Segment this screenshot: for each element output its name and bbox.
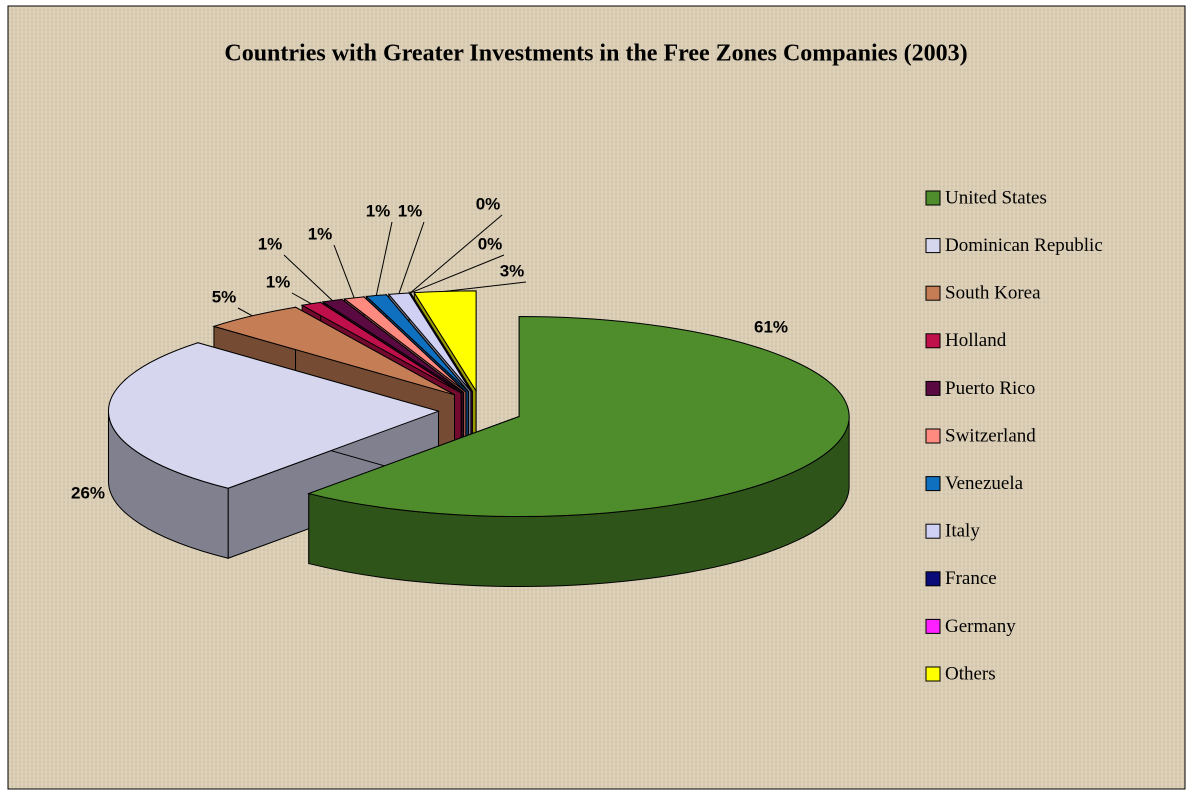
data-label: 1% [266, 272, 291, 291]
pie-slice [409, 292, 473, 392]
chart-title: Countries with Greater Investments in th… [224, 41, 967, 67]
data-label: 1% [258, 234, 283, 253]
leader-line [410, 254, 505, 294]
legend-label: Venezuela [945, 473, 1024, 494]
leader-line [237, 307, 253, 317]
legend-swatch [925, 618, 941, 634]
legend-swatch [925, 523, 941, 539]
data-label: 3% [500, 261, 525, 280]
leader-line [333, 244, 355, 299]
leader-line [375, 221, 393, 296]
legend-label: South Korea [945, 283, 1041, 304]
leader-line [398, 221, 425, 294]
pie-slice [387, 292, 472, 392]
legend-label: Dominican Republic [945, 235, 1103, 256]
legend-swatch [925, 238, 941, 254]
leader-line [410, 214, 503, 294]
legend-label: Germany [945, 616, 1016, 637]
legend-swatch [925, 476, 941, 492]
pie-slice [365, 294, 469, 392]
legend-swatch [925, 190, 941, 206]
legend-label: Holland [945, 330, 1007, 351]
data-label: 1% [398, 201, 423, 220]
leader-line [444, 281, 527, 292]
leader-line [291, 292, 312, 305]
legend-swatch [925, 285, 941, 301]
legend-label: France [945, 568, 997, 589]
legend-swatch [925, 428, 941, 444]
pie-slice [212, 306, 455, 396]
leader-line [283, 254, 333, 301]
pie-slice [307, 316, 850, 518]
data-label: 5% [212, 287, 237, 306]
legend-label: Italy [945, 521, 980, 542]
legend-label: Switzerland [945, 425, 1036, 446]
legend-label: Others [945, 663, 996, 684]
data-label: 26% [71, 483, 105, 502]
data-label: 1% [308, 224, 333, 243]
legend-swatch [925, 380, 941, 396]
data-label: 61% [754, 317, 788, 336]
pie-slice [108, 342, 441, 489]
data-label: 0% [476, 194, 501, 213]
legend-label: United States [945, 187, 1047, 208]
legend-label: Puerto Rico [945, 378, 1035, 399]
data-label: 1% [366, 201, 391, 220]
legend-swatch [925, 666, 941, 682]
slice-group [307, 316, 850, 587]
slice-group [107, 342, 441, 559]
legend-swatch [925, 333, 941, 349]
legend-swatch [925, 571, 941, 587]
data-label: 0% [478, 234, 503, 253]
